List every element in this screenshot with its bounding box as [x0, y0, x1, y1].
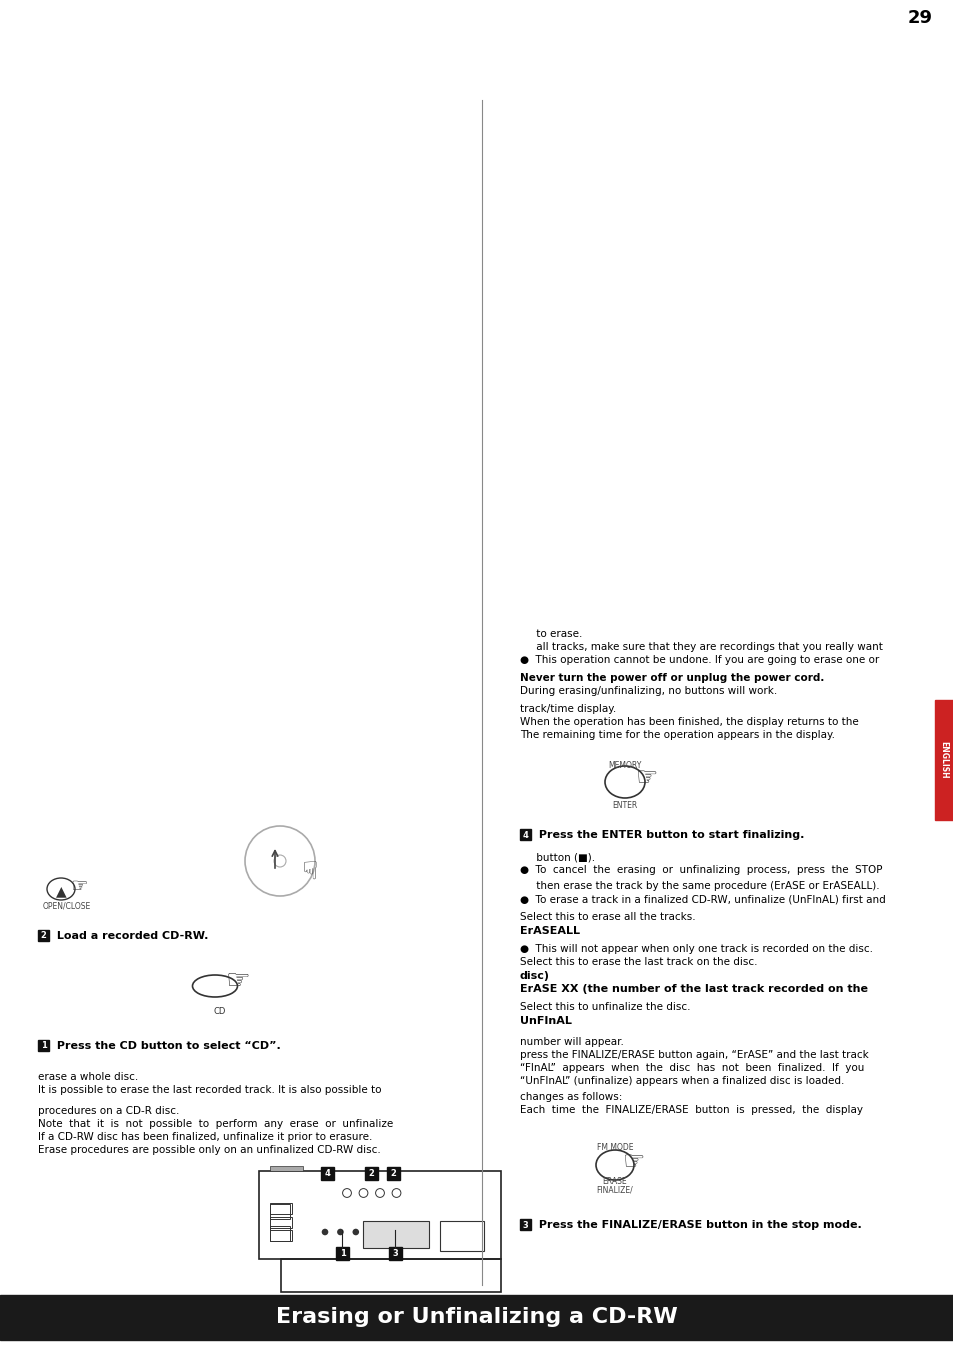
Bar [258, 1170, 500, 1260]
Bar [320, 1166, 334, 1180]
Text: “FInAL”  appears  when  the  disc  has  not  been  finalized.  If  you: “FInAL” appears when the disc has not be… [519, 1062, 863, 1073]
Text: MEMORY: MEMORY [608, 760, 641, 770]
Text: Never turn the power off or unplug the power cord.: Never turn the power off or unplug the p… [519, 674, 823, 683]
Circle shape [321, 1228, 328, 1235]
Text: 4: 4 [324, 1169, 330, 1179]
Text: If a CD-RW disc has been finalized, unfinalize it prior to erasure.: If a CD-RW disc has been finalized, unfi… [38, 1133, 372, 1142]
Text: ☞: ☞ [635, 765, 658, 790]
Text: “UnFInAL” (unfinalize) appears when a finalized disc is loaded.: “UnFInAL” (unfinalize) appears when a fi… [519, 1076, 843, 1085]
Text: Each  time  the  FINALIZE/ERASE  button  is  pressed,  the  display: Each time the FINALIZE/ERASE button is p… [519, 1106, 862, 1115]
Bar [270, 1230, 292, 1241]
Bar [934, 701, 953, 819]
Text: Press the CD button to select “CD”.: Press the CD button to select “CD”. [53, 1041, 280, 1052]
Text: ERASE: ERASE [602, 1177, 627, 1187]
Text: The remaining time for the operation appears in the display.: The remaining time for the operation app… [519, 730, 834, 740]
Text: 1: 1 [339, 1250, 345, 1258]
Bar [387, 1166, 399, 1180]
Text: Load a recorded CD-RW.: Load a recorded CD-RW. [53, 931, 208, 941]
Text: During erasing/unfinalizing, no buttons will work.: During erasing/unfinalizing, no buttons … [519, 686, 777, 697]
Text: 3: 3 [522, 1220, 528, 1230]
Text: Press the FINALIZE/ERASE button in the stop mode.: Press the FINALIZE/ERASE button in the s… [535, 1220, 861, 1230]
Text: FM MODE: FM MODE [597, 1142, 633, 1152]
Text: When the operation has been finished, the display returns to the: When the operation has been finished, th… [519, 717, 858, 728]
Text: changes as follows:: changes as follows: [519, 1092, 621, 1102]
Text: then erase the track by the same procedure (ErASE or ErASEALL).: then erase the track by the same procedu… [519, 882, 879, 891]
Bar [389, 1247, 401, 1260]
Text: ●  To  cancel  the  erasing  or  unfinalizing  process,  press  the  STOP: ● To cancel the erasing or unfinalizing … [519, 865, 882, 875]
Circle shape [336, 1228, 343, 1235]
Text: Note  that  it  is  not  possible  to  perform  any  erase  or  unfinalize: Note that it is not possible to perform … [38, 1119, 393, 1129]
Bar [365, 1166, 377, 1180]
Text: ErASE XX (the number of the last track recorded on the: ErASE XX (the number of the last track r… [519, 984, 867, 994]
Bar [281, 1260, 500, 1292]
Bar [38, 930, 49, 941]
Circle shape [352, 1228, 358, 1235]
Bar [440, 1220, 484, 1251]
Text: UnFInAL: UnFInAL [519, 1017, 571, 1026]
Text: ▲: ▲ [55, 884, 67, 898]
Text: Press the ENTER button to start finalizing.: Press the ENTER button to start finalizi… [535, 830, 803, 840]
Text: 2: 2 [368, 1169, 374, 1179]
Bar [270, 1165, 303, 1170]
Text: all tracks, make sure that they are recordings that you really want: all tracks, make sure that they are reco… [519, 643, 882, 652]
Text: track/time display.: track/time display. [519, 703, 616, 714]
Text: Select this to erase all the tracks.: Select this to erase all the tracks. [519, 913, 695, 922]
Text: CD: CD [213, 1007, 226, 1015]
Text: ErASEALL: ErASEALL [519, 926, 579, 936]
Text: 2: 2 [41, 931, 47, 941]
Text: disc): disc) [519, 971, 550, 981]
Text: ☞: ☞ [225, 967, 251, 995]
Bar [270, 1226, 290, 1242]
Text: ☞: ☞ [71, 876, 88, 895]
Text: OPEN/CLOSE: OPEN/CLOSE [43, 902, 91, 910]
Bar [363, 1220, 429, 1247]
Text: ☞: ☞ [622, 1150, 644, 1174]
Text: ENGLISH: ENGLISH [939, 741, 947, 779]
Text: ENTER: ENTER [612, 801, 637, 810]
Text: ●  This operation cannot be undone. If you are going to erase one or: ● This operation cannot be undone. If yo… [519, 655, 879, 666]
Text: erase a whole disc.: erase a whole disc. [38, 1072, 138, 1081]
Text: press the FINALIZE/ERASE button again, “ErASE” and the last track: press the FINALIZE/ERASE button again, “… [519, 1050, 868, 1060]
Text: procedures on a CD-R disc.: procedures on a CD-R disc. [38, 1106, 179, 1116]
Text: Erase procedures are possible only on an unfinalized CD-RW disc.: Erase procedures are possible only on an… [38, 1145, 380, 1156]
Text: 29: 29 [906, 9, 931, 27]
Text: Erasing or Unfinalizing a CD-RW: Erasing or Unfinalizing a CD-RW [275, 1307, 678, 1327]
Text: 4: 4 [522, 830, 528, 840]
Text: button (■).: button (■). [519, 852, 595, 863]
Text: number will appear.: number will appear. [519, 1037, 623, 1048]
Bar [270, 1216, 292, 1229]
Text: It is possible to erase the last recorded track. It is also possible to: It is possible to erase the last recorde… [38, 1085, 381, 1095]
Text: 3: 3 [393, 1250, 398, 1258]
Bar [335, 1247, 349, 1260]
Text: 1: 1 [41, 1041, 47, 1050]
Text: ☞: ☞ [293, 860, 316, 882]
Bar [519, 1219, 531, 1230]
Text: FINALIZE/: FINALIZE/ [596, 1185, 633, 1195]
Bar [38, 1040, 49, 1052]
Bar [0, 1295, 953, 1341]
Text: 2: 2 [390, 1169, 396, 1179]
Bar [270, 1204, 290, 1219]
Text: Select this to erase the last track on the disc.: Select this to erase the last track on t… [519, 957, 757, 967]
Bar [519, 829, 531, 840]
Bar [270, 1203, 292, 1214]
Text: Select this to unfinalize the disc.: Select this to unfinalize the disc. [519, 1002, 690, 1012]
Text: ●  To erase a track in a finalized CD-RW, unfinalize (UnFInAL) first and: ● To erase a track in a finalized CD-RW,… [519, 894, 884, 904]
Text: ●  This will not appear when only one track is recorded on the disc.: ● This will not appear when only one tra… [519, 944, 872, 954]
Text: to erase.: to erase. [519, 629, 581, 639]
